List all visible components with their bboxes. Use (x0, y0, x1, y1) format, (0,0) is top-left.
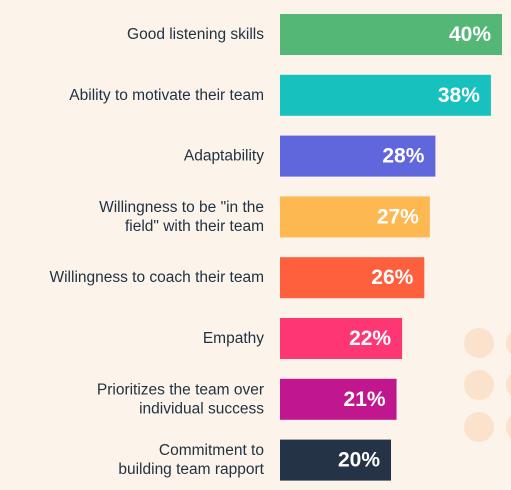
category-label: Willingness to coach their team (49, 269, 264, 286)
category-label: Willingness to be "in the (99, 199, 264, 216)
category-label: Adaptability (184, 148, 264, 165)
category-label: Prioritizes the team over (97, 381, 264, 398)
decorative-dot (464, 370, 494, 400)
bar-1 (280, 74, 491, 116)
bar-3 (280, 196, 430, 238)
bar-value-label: 22% (349, 327, 391, 350)
bar-value-label: 26% (371, 266, 413, 289)
bar-value-label: 27% (377, 205, 419, 228)
bar-value-label: 40% (449, 23, 491, 46)
bar-value-label: 38% (438, 84, 480, 107)
bar-value-label: 21% (344, 388, 386, 411)
bar-4 (280, 257, 425, 299)
bar-7 (280, 439, 391, 481)
bar-6 (280, 378, 397, 420)
decorative-dot (464, 328, 494, 358)
category-label: building team rapport (118, 461, 264, 478)
decorative-dot (506, 370, 511, 400)
category-label: field" with their team (125, 218, 264, 235)
bar-0 (280, 14, 502, 55)
decorative-dot (506, 328, 511, 358)
category-label: Ability to motivate their team (69, 87, 264, 104)
decorative-dot (506, 412, 511, 442)
decorative-dot (464, 412, 494, 442)
bar-5 (280, 318, 403, 359)
category-label: Empathy (203, 330, 264, 347)
category-label: Good listening skills (127, 26, 264, 43)
bar-value-label: 20% (338, 449, 380, 472)
bar-2 (280, 135, 436, 177)
category-label: Commitment to (159, 442, 264, 459)
category-label: individual success (139, 400, 264, 417)
bar-value-label: 28% (382, 145, 424, 168)
